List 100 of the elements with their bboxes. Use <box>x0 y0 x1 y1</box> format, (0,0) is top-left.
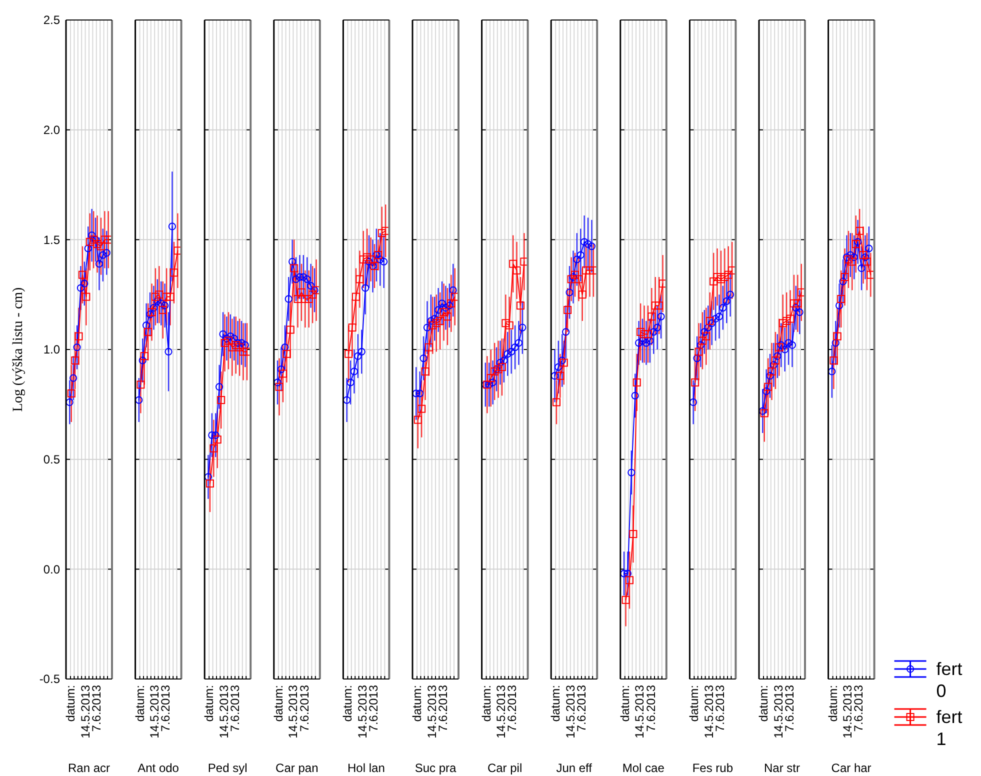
point <box>148 308 156 316</box>
x-axis-title: Ped syl <box>208 761 248 775</box>
point <box>238 339 246 347</box>
point <box>216 383 224 391</box>
point <box>102 249 110 257</box>
point <box>428 321 437 330</box>
point <box>158 306 167 314</box>
point <box>865 244 873 252</box>
point <box>574 275 583 284</box>
point <box>828 368 836 376</box>
point <box>726 290 734 298</box>
point <box>290 264 298 272</box>
point <box>420 354 428 362</box>
point <box>378 229 386 238</box>
point <box>88 231 96 240</box>
point <box>152 292 160 301</box>
point <box>449 286 457 294</box>
point <box>778 319 787 328</box>
point <box>301 294 310 303</box>
point <box>508 348 516 356</box>
point <box>655 302 664 310</box>
point <box>352 292 360 301</box>
point <box>363 253 372 262</box>
y-tick-label: 2.0 <box>43 123 60 138</box>
point <box>82 292 90 301</box>
point <box>566 288 574 296</box>
point <box>308 290 317 299</box>
point <box>576 251 584 259</box>
point <box>204 473 212 481</box>
x-axis-title: Hol lan <box>348 761 385 775</box>
point <box>704 324 712 332</box>
point <box>138 356 146 364</box>
point <box>766 372 774 380</box>
point <box>846 251 854 259</box>
point <box>146 310 154 318</box>
point <box>588 242 596 250</box>
x-axis-title: Car pil <box>487 761 522 775</box>
point <box>782 316 791 325</box>
point <box>768 367 776 376</box>
x-tick-label: 14.5.2013 <box>216 684 231 738</box>
point <box>636 328 645 336</box>
point <box>93 240 102 248</box>
point <box>631 392 639 400</box>
point <box>794 299 802 308</box>
point <box>354 352 362 360</box>
x-tick-label: 7.6.2013 <box>574 684 588 732</box>
point <box>304 294 313 303</box>
point <box>715 312 723 320</box>
point <box>80 280 88 288</box>
point <box>832 339 840 347</box>
point <box>78 270 86 279</box>
y-tick-label: 1.0 <box>43 342 60 357</box>
point <box>282 350 291 358</box>
point <box>863 258 871 266</box>
text: datum: <box>410 685 424 722</box>
x-tick-label: 14.5.2013 <box>702 684 716 738</box>
x-tick-label: 7.6.2013 <box>366 684 381 732</box>
point <box>447 299 456 308</box>
x-axis-title: Mol cae <box>622 761 665 775</box>
point <box>638 336 646 345</box>
point <box>140 352 148 360</box>
point <box>569 273 577 281</box>
point <box>298 288 306 296</box>
point <box>850 253 858 262</box>
text: datum: <box>64 685 78 722</box>
point <box>693 354 701 362</box>
point <box>241 341 249 349</box>
point <box>774 352 782 360</box>
point <box>239 348 248 356</box>
point <box>762 387 770 396</box>
point <box>496 358 504 366</box>
point <box>554 363 562 371</box>
point <box>350 368 358 376</box>
point <box>432 319 440 328</box>
point <box>234 339 242 347</box>
point <box>777 341 785 349</box>
point <box>509 260 518 268</box>
point <box>307 282 315 290</box>
point <box>362 284 370 292</box>
point <box>423 324 431 332</box>
point <box>74 332 83 340</box>
point <box>70 374 78 382</box>
point <box>300 273 308 281</box>
x-axis-title: Car har <box>831 761 872 775</box>
point <box>427 317 435 325</box>
point <box>142 322 150 330</box>
point <box>170 268 178 277</box>
text: datum: <box>548 685 563 722</box>
point <box>694 348 703 356</box>
point <box>421 367 430 376</box>
text: datum: <box>479 685 494 722</box>
x-axis-title: Ant odo <box>138 761 180 775</box>
point <box>833 332 842 340</box>
x-tick-label: 7.6.2013 <box>228 684 242 732</box>
text: datum: <box>826 685 840 722</box>
point <box>162 292 171 301</box>
point <box>220 338 229 347</box>
point <box>348 324 356 332</box>
point <box>161 302 169 310</box>
point <box>698 336 706 345</box>
